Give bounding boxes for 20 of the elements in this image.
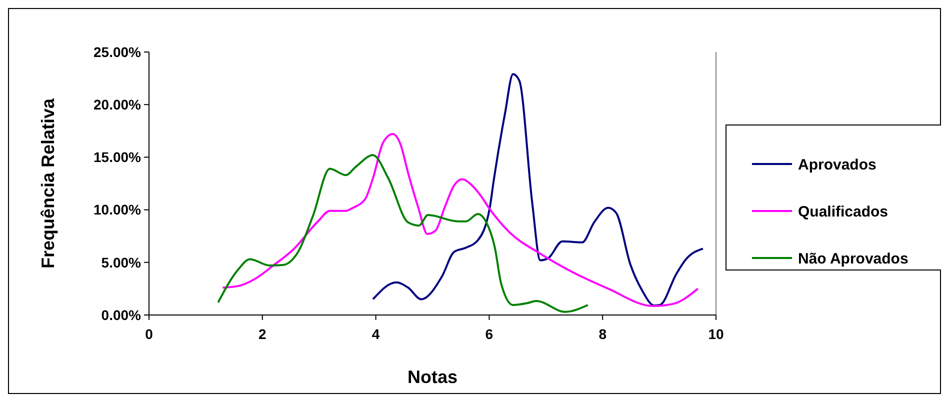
legend-label: Não Aprovados [798, 250, 908, 268]
y-axis-title: Frequência Relativa [38, 97, 58, 269]
line-series [217, 154, 589, 313]
x-axis-title: Notas [407, 367, 458, 387]
x-tick-label: 10 [708, 326, 724, 342]
line-series [372, 73, 704, 307]
x-tick-label: 8 [598, 326, 607, 342]
y-tick-label: 25.00% [94, 44, 142, 60]
legend-label: Qualificados [798, 203, 888, 220]
y-tick-label: 20.00% [94, 96, 142, 112]
x-tick-label: 2 [258, 326, 266, 342]
y-tick-label: 5.00% [101, 254, 142, 270]
line-series [222, 133, 699, 308]
legend-label: Aprovados [798, 156, 876, 174]
x-tick-label: 0 [145, 326, 154, 342]
y-tick-label: 10.00% [94, 202, 142, 218]
y-tick-label: 15.00% [94, 149, 142, 166]
y-tick-label: 0.00% [101, 306, 142, 323]
x-tick-label: 6 [485, 326, 494, 342]
x-tick-label: 4 [372, 326, 380, 342]
